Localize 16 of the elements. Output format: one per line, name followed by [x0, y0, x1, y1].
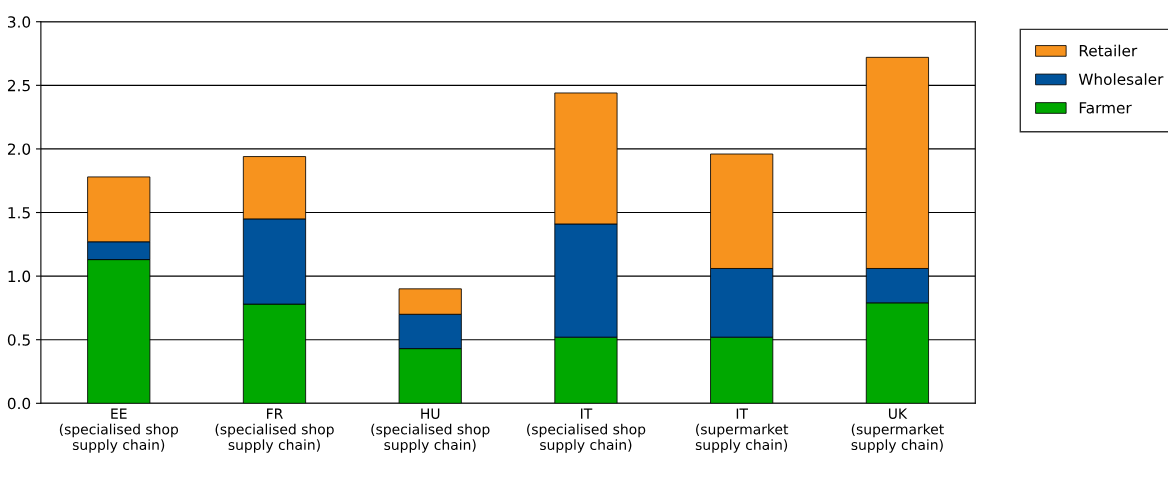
- legend-label: Wholesaler: [1078, 73, 1164, 86]
- x-tick-label: UK (supermarket supply chain): [851, 408, 944, 453]
- x-tick-label: EE (specialised shop supply chain): [59, 408, 179, 453]
- y-tick-label: 1.5: [8, 207, 30, 219]
- y-tick-label: 0.5: [7, 334, 30, 346]
- y-tick-label: 2.5: [7, 79, 30, 92]
- y-tick-label: 1.0: [8, 270, 31, 283]
- legend-label: Retailer: [1079, 44, 1138, 57]
- y-tick-label: 0.0: [7, 397, 31, 410]
- y-tick-label: 2.0: [7, 143, 31, 155]
- y-tick-label: 3.0: [8, 16, 31, 28]
- legend-label: Farmer: [1079, 102, 1132, 114]
- x-tick-label: IT (specialised shop supply chain): [527, 408, 646, 453]
- x-tick-label: HU (specialised shop supply chain): [371, 408, 490, 453]
- x-tick-label: IT (supermarket supply chain): [695, 408, 789, 453]
- x-tick-label: FR (specialised shop supply chain): [215, 408, 334, 453]
